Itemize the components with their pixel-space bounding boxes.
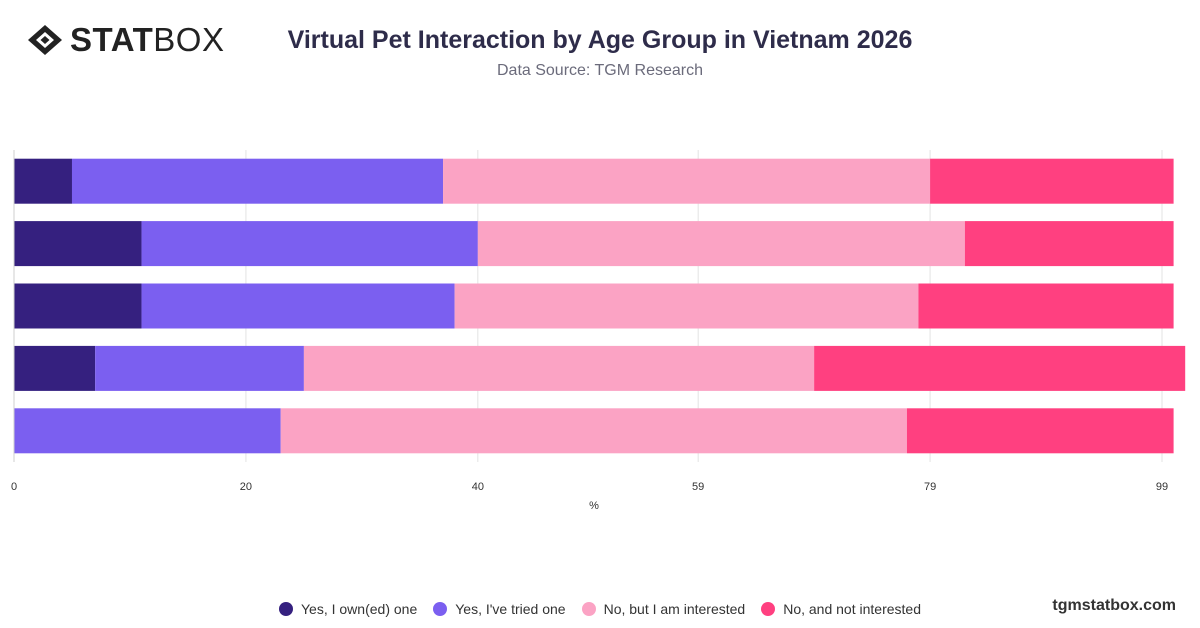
logo-wordmark-light: BOX — [153, 21, 225, 58]
legend-item[interactable]: Yes, I own(ed) one — [279, 601, 417, 617]
x-tick-label: 59 — [692, 481, 704, 493]
x-tick-label: 40 — [472, 481, 484, 493]
x-tick-label: 79 — [924, 481, 936, 493]
bar-segment — [95, 345, 304, 391]
legend-item[interactable]: No, and not interested — [761, 601, 921, 617]
legend-swatch-icon — [581, 602, 596, 616]
chart-title: Virtual Pet Interaction by Age Group in … — [287, 26, 913, 54]
bar-segment — [918, 283, 1174, 329]
legend-label: Yes, I own(ed) one — [301, 601, 418, 617]
chart-subtitle: Data Source: TGM Research — [496, 62, 703, 79]
bar-segment — [14, 408, 281, 454]
logo-wordmark-bold: STAT — [70, 21, 154, 58]
bar-segment — [906, 408, 1174, 454]
x-tick-label: 20 — [240, 481, 252, 493]
legend-label: Yes, I've tried one — [455, 601, 566, 617]
legend-item[interactable]: Yes, I've tried one — [433, 601, 566, 617]
legend-swatch-icon — [761, 602, 776, 616]
statbox-logo: STATBOX — [26, 22, 224, 58]
bar-segment — [280, 408, 907, 454]
bar-segment — [14, 221, 142, 267]
bar-segment — [930, 158, 1174, 204]
diamond-logo-icon — [28, 25, 62, 55]
logo-wordmark: STATBOX — [70, 22, 224, 58]
bar-segment — [141, 283, 455, 329]
bar-segment — [71, 158, 444, 204]
bar-segment — [454, 283, 919, 329]
bar-segment — [443, 158, 931, 204]
legend-label: No, but I am interested — [603, 601, 746, 617]
legend-label: No, and not interested — [783, 601, 921, 617]
bar-segment — [477, 221, 965, 267]
bar-segment — [14, 283, 142, 329]
bar-segment — [141, 221, 478, 267]
legend-swatch-icon — [279, 602, 293, 616]
legend-item[interactable]: No, but I am interested — [581, 601, 746, 617]
bar-segment — [303, 345, 815, 391]
x-tick-label: 99 — [1156, 481, 1168, 493]
x-tick-label: 0 — [11, 481, 17, 493]
bar-segment — [964, 221, 1174, 267]
bar-segment — [14, 345, 96, 391]
bar-segment — [814, 345, 1186, 391]
bar-segment — [14, 158, 72, 204]
legend-swatch-icon — [433, 602, 448, 616]
chart-legend: Yes, I own(ed) one Yes, I've tried one No,… — [0, 601, 1200, 617]
x-axis-title: % — [589, 500, 599, 512]
stacked-bar-chart: 0 20 40 59 79 99% — [11, 150, 1186, 512]
footer-site-link[interactable]: tgmstatbox.com — [1052, 597, 1176, 614]
